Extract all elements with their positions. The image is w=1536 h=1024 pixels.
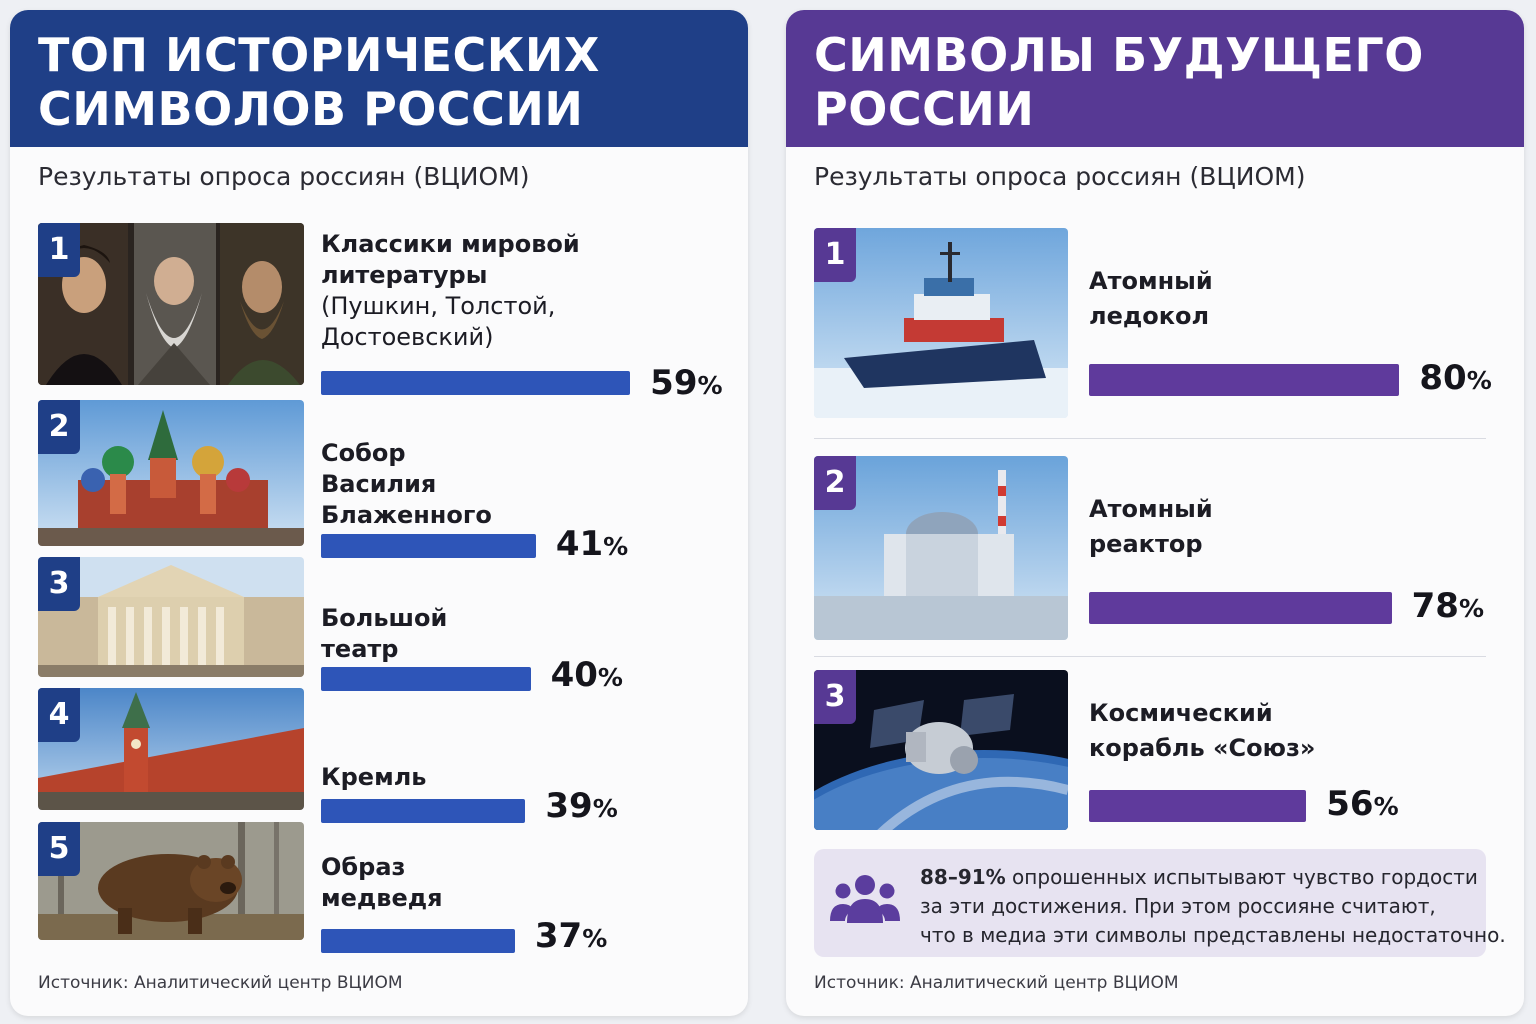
survey-subtitle: Результаты опроса россиян (ВЦИОМ) [814,162,1306,191]
title-line: РОССИИ [814,82,1035,136]
label-line: Космический [1089,699,1273,727]
percent-sign: % [582,924,608,953]
item-label: Кремль [321,762,426,793]
rank-badge: 2 [38,400,80,454]
label-line: Большой [321,604,448,632]
value-number: 59 [650,363,698,403]
item-label: Атомный ледокол [1089,264,1213,334]
rank-badge: 1 [38,223,80,277]
historical-symbols-panel: ТОП ИСТОРИЧЕСКИХ СИМВОЛОВ РОССИИ Результ… [10,10,748,1016]
label-line: (Пушкин, Толстой, [321,292,556,320]
value-label: 37% [535,916,607,956]
rank-badge: 3 [38,557,80,611]
label-line: Достоевский) [321,323,494,351]
title-line: СИМВОЛОВ РОССИИ [38,82,584,136]
theatre-photo [38,557,304,677]
rank-badge: 1 [814,228,856,282]
panel-title: ТОП ИСТОРИЧЕСКИХ СИМВОЛОВ РОССИИ [10,10,748,147]
label-line: Атомный [1089,267,1213,295]
value-label: 80% [1419,358,1491,398]
percent-sign: % [1466,366,1492,395]
spacecraft-photo [814,670,1068,830]
icebreaker-photo [814,228,1068,418]
percent-sign: % [597,663,623,692]
callout-text: 88–91% опрошенных испытывают чувство гор… [920,863,1506,950]
label-line: корабль «Союз» [1089,734,1316,762]
value-number: 41 [555,524,604,564]
kremlin-photo [38,688,304,810]
value-number: 40 [550,655,598,695]
label-line: Кремль [321,763,427,791]
value-bar [1089,592,1392,624]
value-bar [1089,790,1307,822]
label-line: реактор [1089,530,1203,558]
value-number: 56 [1326,784,1374,824]
value-bar [1089,364,1400,396]
title-line: ТОП ИСТОРИЧЕСКИХ [38,28,600,82]
value-number: 37 [534,916,583,956]
value-number: 78 [1411,586,1459,626]
label-line: Блаженного [321,501,492,529]
source-note: Источник: Аналитический центр ВЦИОМ [814,973,1179,993]
value-number: 80 [1419,358,1467,398]
people-group-icon [830,873,900,933]
value-label: 78% [1412,586,1484,626]
percent-sign: % [697,371,723,400]
label-line: медведя [321,884,443,912]
callout-line: что в медиа эти символы представлены нед… [920,923,1506,947]
callout-line: 88–91% опрошенных испытывают чувство гор… [920,863,1480,892]
item-label: Космический корабль «Союз» [1089,696,1315,766]
label-line: Василия [321,470,437,498]
percent-sign: % [592,794,618,823]
bear-photo [38,822,304,940]
value-bar [321,667,531,691]
value-bar [321,371,631,395]
percent-sign: % [603,532,629,561]
pride-callout: 88–91% опрошенных испытывают чувство гор… [814,849,1506,957]
value-number: 39 [545,786,593,826]
item-label: Классики мировой литературы (Пушкин, Тол… [321,229,580,353]
percent-sign: % [1458,594,1485,623]
future-symbols-panel: СИМВОЛЫ БУДУЩЕГО РОССИИ Результаты опрос… [786,10,1524,1016]
label-line: Собор [321,439,406,467]
value-label: 41% [556,524,628,564]
source-note: Источник: Аналитический центр ВЦИОМ [38,973,403,993]
value-label: 40% [551,655,623,695]
value-bar [321,534,536,558]
item-label: Атомный реактор [1089,492,1213,562]
label-line: театр [321,635,399,663]
value-label: 56% [1326,784,1398,824]
rank-badge: 5 [38,822,80,876]
survey-subtitle: Результаты опроса россиян (ВЦИОМ) [38,162,530,191]
rank-badge: 2 [814,456,856,510]
rank-badge: 4 [38,688,80,742]
percent-sign: % [1373,792,1399,821]
label-line: Классики мировой [321,230,580,258]
callout-line: за эти достижения. При этом россияне счи… [920,894,1436,918]
value-bar [321,929,515,953]
value-label: 59% [650,363,722,403]
label-line: Атомный [1089,495,1213,523]
value-label: 39% [545,786,617,826]
panel-title: СИМВОЛЫ БУДУЩЕГО РОССИИ [786,10,1524,147]
callout-highlight: 88–91% [920,865,1006,889]
divider [814,656,1486,657]
label-line: ледокол [1089,302,1210,330]
callout-line-rest: опрошенных испытывают чувство гордости [1005,865,1478,889]
cathedral-photo [38,400,304,546]
item-label: Большой театр [321,603,447,665]
item-label: Образ медведя [321,852,443,914]
label-line: Образ [321,853,406,881]
reactor-photo [814,456,1068,640]
item-label: Собор Василия Блаженного [321,438,492,531]
rank-badge: 3 [814,670,856,724]
label-line: литературы [321,261,488,289]
title-line: СИМВОЛЫ БУДУЩЕГО [814,28,1424,82]
divider [814,438,1486,439]
value-bar [321,799,526,823]
